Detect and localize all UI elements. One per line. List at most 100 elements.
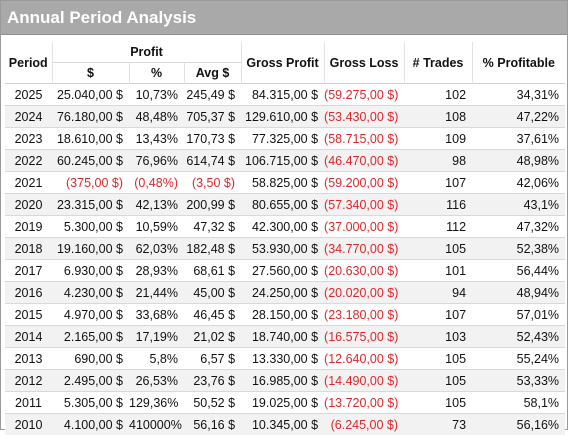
cell-gross-loss: (37.000,00 $) (324, 216, 404, 238)
cell-profit: 23.315,00 $ (52, 194, 129, 216)
cell-gross-loss: (12.640,00 $) (324, 348, 404, 370)
cell-profit-pct: 33,68% (129, 304, 184, 326)
cell-trades: 94 (404, 282, 472, 304)
cell-profit-pct: 129,36% (129, 392, 184, 414)
cell-profit-pct: 21,44% (129, 282, 184, 304)
header-gross-profit[interactable]: Gross Profit (241, 42, 324, 84)
cell-profit: 2.165,00 $ (52, 326, 129, 348)
cell-gross-profit: 13.330,00 $ (241, 348, 324, 370)
cell-profit-avg: 23,76 $ (184, 370, 241, 392)
cell-gross-profit: 28.150,00 $ (241, 304, 324, 326)
cell-gross-profit: 106.715,00 $ (241, 150, 324, 172)
cell-trades: 98 (404, 150, 472, 172)
cell-gross-profit: 129.610,00 $ (241, 106, 324, 128)
cell-trades: 101 (404, 260, 472, 282)
cell-period: 2024 (5, 106, 52, 128)
cell-profit-avg: 6,57 $ (184, 348, 241, 370)
cell-profit-avg: 245,49 $ (184, 84, 241, 106)
header-period[interactable]: Period (5, 42, 52, 84)
cell-gross-profit: 80.655,00 $ (241, 194, 324, 216)
cell-profit-pct: 5,8% (129, 348, 184, 370)
header-trades[interactable]: # Trades (404, 42, 472, 84)
cell-profit-avg: 45,00 $ (184, 282, 241, 304)
cell-pct-profitable: 57,01% (472, 304, 565, 326)
header-profit-pct[interactable]: % (129, 63, 184, 84)
cell-gross-profit: 19.025,00 $ (241, 392, 324, 414)
cell-gross-loss: (16.575,00 $) (324, 326, 404, 348)
cell-trades: 107 (404, 304, 472, 326)
cell-gross-loss: (20.020,00 $) (324, 282, 404, 304)
cell-gross-loss: (53.430,00 $) (324, 106, 404, 128)
cell-profit-pct: 62,03% (129, 238, 184, 260)
cell-pct-profitable: 56,44% (472, 260, 565, 282)
cell-profit-pct: 48,48% (129, 106, 184, 128)
header-gross-loss[interactable]: Gross Loss (324, 42, 404, 84)
cell-profit: 5.305,00 $ (52, 392, 129, 414)
cell-profit-avg: 614,74 $ (184, 150, 241, 172)
cell-period: 2017 (5, 260, 52, 282)
cell-gross-profit: 84.315,00 $ (241, 84, 324, 106)
window-title: Annual Period Analysis (7, 8, 196, 28)
cell-profit-pct: 26,53% (129, 370, 184, 392)
cell-period: 2010 (5, 414, 52, 435)
cell-profit-avg: 705,37 $ (184, 106, 241, 128)
cell-trades: 73 (404, 414, 472, 435)
header-pct-profitable[interactable]: % Profitable (472, 42, 565, 84)
cell-profit-avg: 68,61 $ (184, 260, 241, 282)
cell-profit-pct: 410000% (129, 414, 184, 435)
header-profit-avg[interactable]: Avg $ (184, 63, 241, 84)
cell-profit-pct: (0,48%) (129, 172, 184, 194)
cell-profit-avg: 200,99 $ (184, 194, 241, 216)
header-profit-dollar[interactable]: $ (52, 63, 129, 84)
cell-gross-loss: (59.275,00 $) (324, 84, 404, 106)
cell-gross-profit: 16.985,00 $ (241, 370, 324, 392)
annual-period-table: Period Profit Gross Profit Gross Loss # … (5, 42, 565, 435)
cell-profit-pct: 13,43% (129, 128, 184, 150)
cell-pct-profitable: 48,94% (472, 282, 565, 304)
cell-period: 2021 (5, 172, 52, 194)
cell-profit-pct: 42,13% (129, 194, 184, 216)
cell-period: 2016 (5, 282, 52, 304)
cell-gross-loss: (34.770,00 $) (324, 238, 404, 260)
cell-profit-pct: 10,59% (129, 216, 184, 238)
cell-profit-avg: 170,73 $ (184, 128, 241, 150)
cell-profit-avg: (3,50 $) (184, 172, 241, 194)
cell-gross-profit: 24.250,00 $ (241, 282, 324, 304)
cell-profit-pct: 28,93% (129, 260, 184, 282)
cell-profit: 690,00 $ (52, 348, 129, 370)
cell-profit-avg: 182,48 $ (184, 238, 241, 260)
cell-profit-avg: 50,52 $ (184, 392, 241, 414)
cell-pct-profitable: 53,33% (472, 370, 565, 392)
cell-pct-profitable: 42,06% (472, 172, 565, 194)
cell-trades: 105 (404, 392, 472, 414)
cell-profit-pct: 76,96% (129, 150, 184, 172)
cell-period: 2013 (5, 348, 52, 370)
cell-gross-profit: 77.325,00 $ (241, 128, 324, 150)
cell-gross-profit: 27.560,00 $ (241, 260, 324, 282)
cell-pct-profitable: 47,22% (472, 106, 565, 128)
cell-pct-profitable: 43,1% (472, 194, 565, 216)
cell-profit: 5.300,00 $ (52, 216, 129, 238)
cell-gross-profit: 58.825,00 $ (241, 172, 324, 194)
cell-period: 2020 (5, 194, 52, 216)
cell-gross-profit: 42.300,00 $ (241, 216, 324, 238)
analysis-table-panel: Period Profit Gross Profit Gross Loss # … (5, 42, 565, 427)
table-row[interactable]: 2021(375,00 $)(0,48%)(3,50 $)58.825,00 $… (5, 172, 565, 194)
